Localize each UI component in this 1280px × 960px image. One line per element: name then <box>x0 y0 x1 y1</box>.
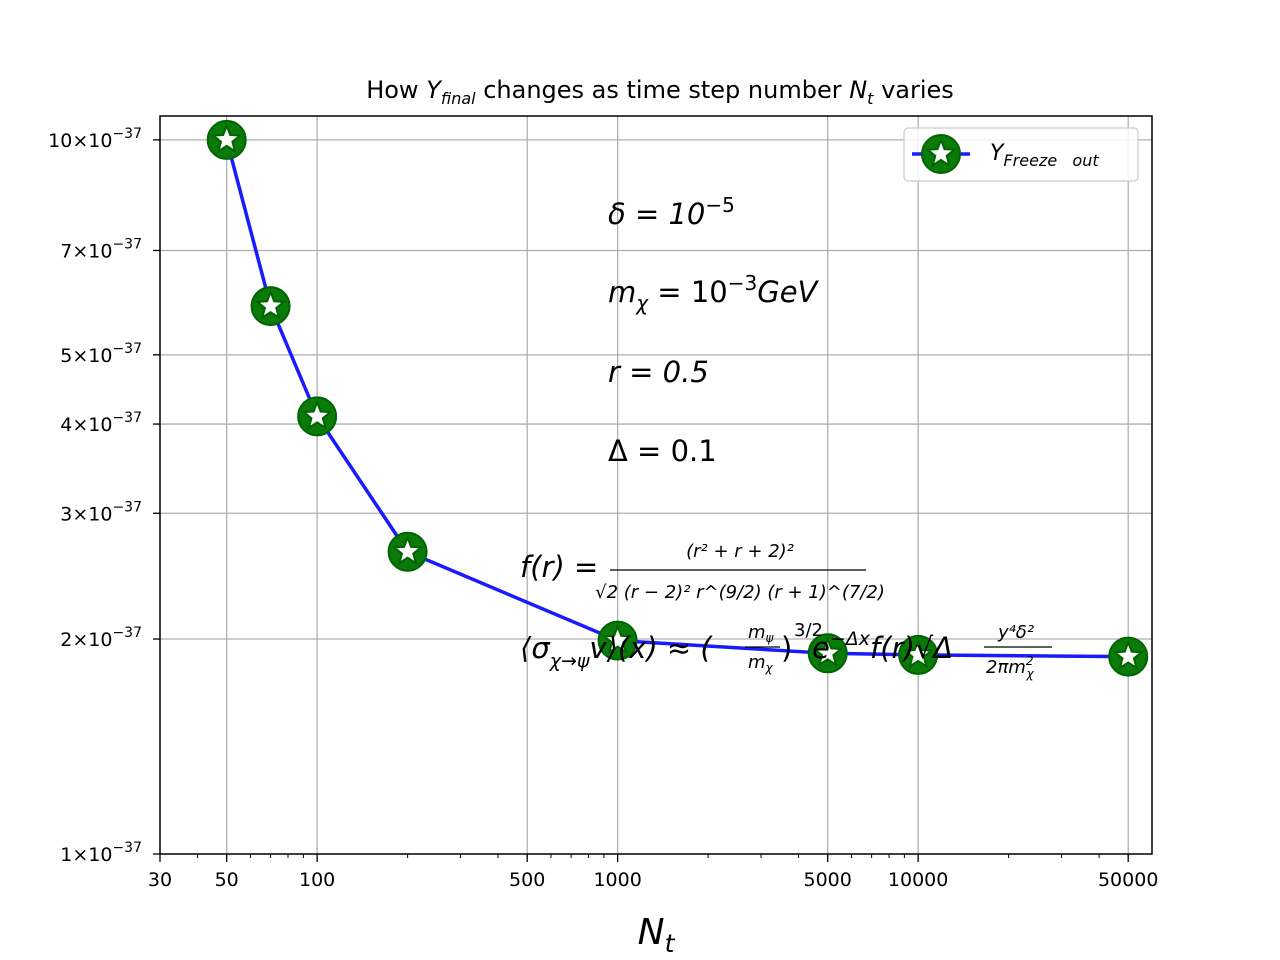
sigma-mchi-m: m <box>748 652 766 673</box>
series-layer <box>206 119 1149 677</box>
parameter-annotations: δ = 10−5 mχ = 10−3GeV r = 0.5 Δ = 0.1 <box>608 193 820 468</box>
data-point-star-marker <box>1112 639 1145 671</box>
sigma-mpsi: mψ <box>748 622 775 645</box>
formula-f-numerator: (r² + r + 2)² <box>686 541 794 562</box>
annot-Delta: Δ = 0.1 <box>608 434 717 468</box>
y-tick-label: 5×10−37 <box>60 341 142 367</box>
annot-mass-m: m <box>608 275 636 309</box>
sigma-frac2-den-sup: 2 <box>1026 654 1034 668</box>
annot-mass-unit: GeV <box>757 275 819 309</box>
x-axis-label: Nt <box>638 912 676 958</box>
x-tick-label: 50000 <box>1098 869 1158 891</box>
sigma-mchi-sub: χ <box>765 661 774 675</box>
chart-title: How Yfinal changes as time step number N… <box>366 76 954 108</box>
sigma-mchi: mχ <box>748 652 774 675</box>
data-point-star-marker <box>811 636 844 667</box>
annot-mass-sub: χ <box>635 291 649 315</box>
x-tick-label: 10000 <box>888 869 948 891</box>
sigma-frac2-den-main: 2πm <box>986 657 1026 678</box>
x-tick-label: 1000 <box>593 869 641 891</box>
x-tick-label: 5000 <box>804 869 852 891</box>
sigma-frac2-den: 2πm2 χ <box>986 654 1034 681</box>
sigma-sub: χ→ψ <box>549 650 590 672</box>
legend-star-marker-icon <box>921 134 961 174</box>
sigma-e: e <box>812 631 830 665</box>
formula-sigma-text: ⟨σχ→ψv⟩(x) ≈ ( <box>520 631 713 672</box>
title-var-sub: final <box>441 89 476 108</box>
title-var2: N <box>849 76 867 104</box>
data-point-star-marker <box>210 123 243 154</box>
sigma-mpsi-sub: ψ <box>766 631 775 645</box>
data-point-star-marker <box>391 534 424 566</box>
annot-delta-exp: −5 <box>705 193 734 217</box>
annot-mass-mid: = 10 <box>648 275 728 309</box>
data-point-star-marker <box>301 399 334 430</box>
formula-sigma: ⟨σχ→ψv⟩(x) ≈ ( mψ mχ ) 3/2 e−Δxf(r)√Δ y⁴… <box>520 620 1052 681</box>
y-tick-label: 2×10−37 <box>60 625 142 651</box>
y-tick-label: 10×10−37 <box>48 126 142 152</box>
y-tick-label: 4×10−37 <box>60 410 142 436</box>
x-axis-label-sub: t <box>665 929 676 958</box>
annot-mass: mχ = 10−3GeV <box>608 271 820 315</box>
y-tick-label: 1×10−37 <box>60 840 142 866</box>
x-tick-label: 50 <box>215 869 239 891</box>
legend-box <box>903 127 1139 182</box>
annot-delta: δ = 10−5 <box>608 193 735 231</box>
sigma-exp-term: e−Δxf(r)√Δ <box>812 628 953 665</box>
data-point-star-marker <box>601 623 634 655</box>
title-prefix: How <box>366 76 426 104</box>
y-axis: 1×10−37 2×10−37 3×10−37 4×10−37 5×10−37 7×10−… <box>48 126 160 866</box>
legend-series-sub: Freeze out <box>1003 151 1099 170</box>
sigma-frac2-den-sub: χ <box>1025 667 1034 681</box>
formula-f-denominator: √2 (r − 2)² r^(9/2) (r + 1)^(7/2) <box>595 582 885 603</box>
formula-f: f(r) = (r² + r + 2)² √2 (r − 2)² r^(9/2)… <box>520 541 885 603</box>
title-suffix: varies <box>873 76 953 104</box>
annot-r: r = 0.5 <box>608 355 709 389</box>
legend-series-main: Y <box>990 141 1005 166</box>
x-axis-label-main: N <box>638 912 665 953</box>
legend-series-label: YFreeze out <box>990 141 1099 170</box>
title-var2-sub: t <box>867 89 874 108</box>
sigma-e-exp: −Δx <box>830 628 871 650</box>
x-tick-label: 500 <box>509 869 545 891</box>
sigma-frac2-num: y⁴δ² <box>997 622 1034 643</box>
annot-delta-base: δ = 10 <box>608 197 705 231</box>
sigma-close-paren: ) <box>781 631 792 665</box>
x-tick-label: 100 <box>299 869 335 891</box>
plot-frame <box>159 115 1153 855</box>
annot-mass-exp: −3 <box>728 271 757 295</box>
title-middle: changes as time step number <box>476 76 850 104</box>
sigma-lhs: ⟨σ <box>520 631 551 665</box>
data-point-star-marker <box>254 289 287 320</box>
x-axis: 30 50 100 500 1000 5000 10000 50000 <box>148 854 1158 891</box>
sigma-power: 3/2 <box>794 620 823 641</box>
legend: YFreeze out <box>903 127 1139 182</box>
sigma-tail: f(r)√Δ <box>870 631 953 665</box>
x-tick-label: 30 <box>148 869 172 891</box>
y-tick-label: 7×10−37 <box>60 236 142 262</box>
y-tick-label: 3×10−37 <box>60 499 142 525</box>
legend-star-marker <box>925 137 957 168</box>
sigma-mid: v⟩(x) ≈ ( <box>589 631 713 665</box>
sigma-mpsi-m: m <box>748 622 766 643</box>
formula-f-lhs: f(r) = <box>520 550 598 584</box>
data-point-star-marker <box>902 638 935 669</box>
title-var: Y <box>426 76 443 104</box>
